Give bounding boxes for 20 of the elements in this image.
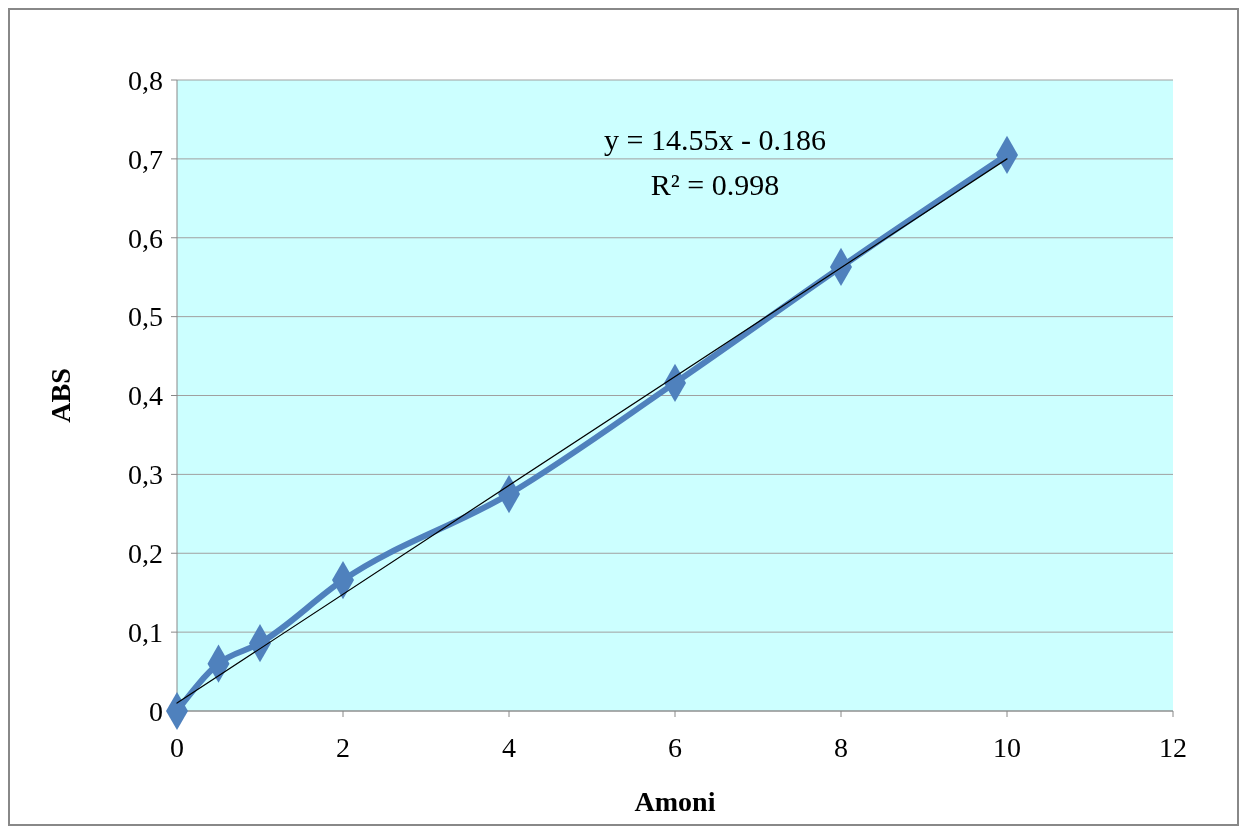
x-tick-label: 8: [834, 732, 848, 763]
x-axis-title: Amoni: [634, 786, 716, 817]
y-tick-label: 0,7: [128, 143, 163, 175]
y-tick-label: 0,4: [128, 380, 163, 412]
y-tick-label: 0,8: [128, 64, 163, 96]
y-tick-label: 0,1: [128, 616, 163, 648]
y-tick-label: 0: [149, 695, 163, 727]
x-tick-label: 6: [668, 732, 682, 763]
x-tick-label: 12: [1159, 732, 1187, 763]
annotation: y = 14.55x - 0.186: [604, 123, 826, 156]
x-tick-label: 2: [336, 732, 350, 763]
x-tick-label: 0: [170, 732, 184, 763]
y-tick-label: 0,3: [128, 459, 163, 491]
x-tick-label: 10: [993, 732, 1021, 763]
y-axis-title: ABS: [45, 368, 76, 423]
y-tick-label: 0,6: [128, 222, 163, 254]
annotation: R² = 0.998: [650, 168, 780, 201]
y-tick-label: 0,5: [128, 301, 163, 333]
y-tick-label: 0,2: [128, 538, 163, 570]
x-tick-label: 4: [502, 732, 516, 763]
